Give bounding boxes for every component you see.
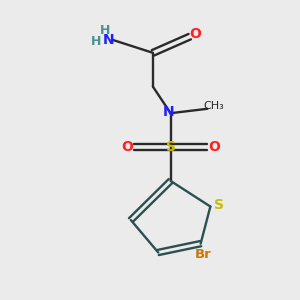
Text: O: O — [122, 140, 133, 154]
Text: S: S — [214, 198, 224, 212]
Text: N: N — [162, 105, 174, 119]
Text: N: N — [103, 33, 115, 47]
Text: H: H — [91, 35, 102, 48]
Text: CH₃: CH₃ — [203, 101, 224, 111]
Text: H: H — [100, 24, 110, 37]
Text: O: O — [208, 140, 220, 154]
Text: O: O — [189, 27, 201, 41]
Text: S: S — [166, 140, 176, 154]
Text: Br: Br — [195, 248, 212, 261]
